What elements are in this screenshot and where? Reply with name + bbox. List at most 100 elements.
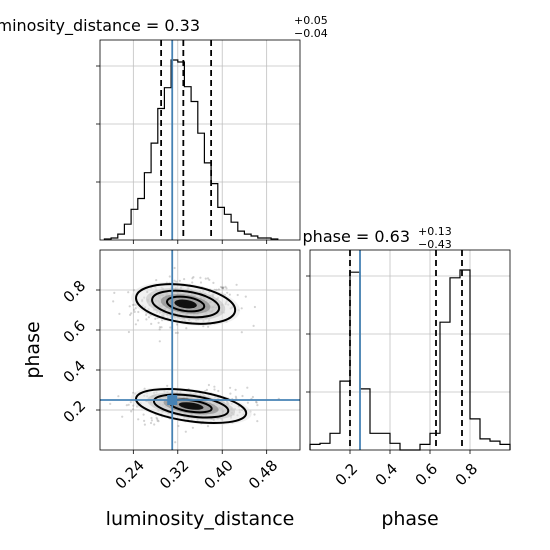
sample-point <box>213 385 216 388</box>
density-frame <box>99 249 301 451</box>
density-truth-marker <box>167 395 178 405</box>
sample-point <box>236 293 239 297</box>
contour-line-upper <box>151 289 221 319</box>
density-level-upper <box>174 299 197 309</box>
sample-point <box>127 403 130 406</box>
sample-point <box>175 280 178 283</box>
contour-line-upper <box>165 295 206 313</box>
distance-histogram-panel <box>96 39 301 244</box>
density-level-lower <box>178 402 204 410</box>
sample-point <box>184 430 187 433</box>
sample-point <box>244 295 247 298</box>
sample-point <box>155 416 158 419</box>
sample-point <box>147 316 150 319</box>
sample-point <box>256 404 259 407</box>
sample-point <box>175 323 179 326</box>
sample-point <box>166 384 169 387</box>
distance-histogram-step-line <box>103 59 279 240</box>
sample-point <box>199 276 202 279</box>
sample-point <box>206 425 210 428</box>
sample-point <box>142 413 145 416</box>
sample-point <box>176 331 179 334</box>
sample-point <box>229 386 232 389</box>
sample-point <box>246 401 249 404</box>
phase-histogram-frame <box>309 249 511 451</box>
phase-histogram-panel: 0.2 0.4 0.6 0.8 <box>306 249 511 490</box>
sample-point <box>192 276 195 279</box>
density-panel: 0.24 0.32 0.40 0.48 0.2 0.4 0.6 0.8 <box>60 249 301 493</box>
sample-point <box>219 285 222 289</box>
sample-point <box>222 286 225 289</box>
sample-point <box>157 321 160 324</box>
sample-point <box>157 420 160 423</box>
sample-point <box>191 426 194 429</box>
sample-point <box>191 281 194 284</box>
contour-line-lower <box>134 387 248 425</box>
phase-x-tick-label: 0.6 <box>412 460 442 490</box>
phase-y-tick-label: 0.8 <box>60 277 90 307</box>
sample-point <box>131 303 135 306</box>
sample-point <box>117 395 120 398</box>
sample-point <box>121 415 124 418</box>
sample-point <box>183 278 186 281</box>
sample-point <box>253 305 256 309</box>
sample-point <box>132 408 135 411</box>
sample-point <box>134 307 137 310</box>
sample-point <box>252 324 255 327</box>
sample-point <box>240 307 243 310</box>
sample-point <box>132 404 135 407</box>
sample-point <box>150 416 153 420</box>
sample-point <box>206 277 210 280</box>
sample-point <box>133 308 136 311</box>
sample-point <box>134 323 137 326</box>
sample-point <box>253 413 256 416</box>
phase-title: phase = 0.63 <box>303 227 410 246</box>
sample-point <box>173 266 176 270</box>
distance-x-tick-label: 0.40 <box>201 456 237 492</box>
sample-point <box>177 424 180 428</box>
phase-y-tick-label: 0.2 <box>60 397 90 427</box>
sample-point <box>158 326 161 329</box>
y-axis-label-phase: phase <box>22 321 44 378</box>
sample-point <box>128 305 131 308</box>
sample-point <box>127 291 130 294</box>
sample-point <box>185 327 188 330</box>
sample-point <box>217 288 220 291</box>
sample-point <box>255 400 258 403</box>
sample-point <box>229 392 232 395</box>
sample-point <box>204 277 207 280</box>
sample-point <box>251 395 254 399</box>
sample-point <box>199 281 203 284</box>
phase-title-upper-error: +0.13 <box>418 225 452 238</box>
distance-histogram-frame <box>99 39 301 241</box>
sample-point <box>235 283 238 286</box>
distance-x-tick-label: 0.48 <box>245 456 281 492</box>
sample-point <box>137 310 140 314</box>
sample-point <box>255 401 258 404</box>
sample-point <box>158 328 161 331</box>
sample-point <box>228 293 231 296</box>
sample-point <box>143 423 146 426</box>
phase-x-tick-label: 0.2 <box>332 460 362 490</box>
phase-x-tick-label: 0.8 <box>452 460 482 490</box>
sample-point <box>174 331 177 334</box>
sample-point <box>207 383 210 387</box>
sample-point <box>205 388 208 391</box>
sample-point <box>145 318 148 321</box>
sample-point <box>208 278 211 281</box>
sample-point <box>222 286 225 289</box>
sample-point <box>173 279 176 282</box>
phase-x-tick-label: 0.4 <box>372 460 402 490</box>
sample-point <box>143 419 146 422</box>
sample-point <box>155 279 158 282</box>
phase-title-lower-error: −0.43 <box>418 238 452 251</box>
sample-point <box>224 285 227 288</box>
sample-point <box>221 286 224 289</box>
sample-point <box>213 388 216 391</box>
sample-point <box>137 418 140 421</box>
sample-point <box>169 326 172 329</box>
sample-point <box>150 419 153 422</box>
sample-point <box>240 331 243 334</box>
phase-y-tick-label: 0.4 <box>60 357 90 387</box>
